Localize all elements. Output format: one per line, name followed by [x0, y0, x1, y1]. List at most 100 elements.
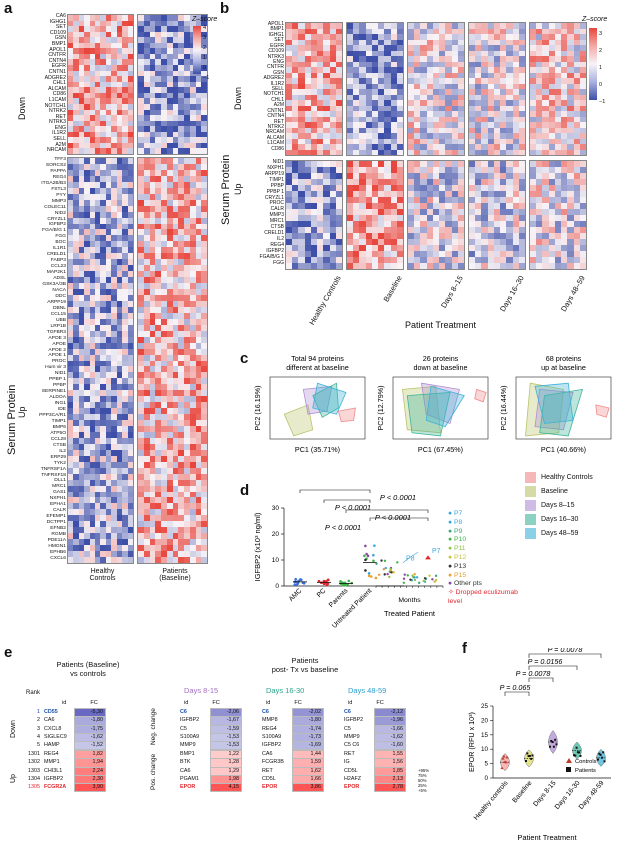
heatmap-cell	[506, 185, 513, 191]
heatmap-cell	[172, 294, 179, 301]
heatmap-cell	[116, 15, 123, 21]
heatmap-cell	[78, 521, 85, 528]
heatmap-cell	[195, 449, 202, 456]
heatmap-cell	[116, 217, 123, 224]
heatmap-cell	[579, 94, 586, 100]
heatmap-cell	[89, 408, 96, 415]
heatmap-cell	[530, 149, 537, 155]
heatmap-cell	[172, 527, 179, 534]
heatmap-cell	[298, 144, 305, 150]
heatmap-cell	[161, 539, 167, 546]
heatmap-cell	[122, 20, 128, 27]
heatmap-cell	[172, 205, 179, 212]
heatmap-cell	[329, 203, 336, 209]
heatmap-cell	[78, 211, 85, 218]
heatmap-cell	[323, 257, 330, 263]
heatmap-cell	[155, 115, 161, 121]
heatmap-cell	[512, 28, 519, 34]
gene-label: TFF3	[54, 157, 66, 162]
heatmap-cell	[298, 149, 305, 155]
heatmap-cell	[554, 209, 562, 215]
heatmap-cell	[166, 223, 173, 230]
heatmap-cell	[390, 34, 397, 40]
heatmap-b-group	[285, 22, 343, 156]
heatmap-cell	[89, 509, 96, 516]
heatmap-cell	[310, 28, 318, 34]
heatmap-cell	[178, 148, 184, 154]
heatmap-cell	[138, 193, 144, 200]
heatmap-cell	[347, 185, 354, 191]
heatmap-cell	[95, 31, 101, 38]
gene-label: NOTCH1	[44, 102, 66, 109]
heatmap-cell	[178, 37, 184, 43]
heatmap-cell	[573, 245, 580, 251]
heatmap-cell	[111, 497, 117, 504]
fc-table-row: S100A9 -1,73	[260, 732, 324, 743]
heatmap-cell	[420, 251, 427, 257]
heatmap-cell	[195, 98, 202, 104]
heatmap-cell	[143, 515, 150, 522]
heatmap-cell	[420, 116, 427, 122]
col-fc-label: FC	[90, 700, 98, 706]
heatmap-cell	[138, 247, 144, 254]
heatmap-cell	[506, 133, 513, 139]
heatmap-cell	[408, 122, 415, 128]
d-point	[364, 544, 367, 548]
heatmap-cell	[353, 28, 360, 34]
rank-cell: 1305	[28, 784, 40, 791]
heatmap-cell	[143, 318, 150, 325]
heatmap-cell	[149, 283, 156, 290]
heatmap-cell	[542, 100, 549, 106]
heatmap-cell	[567, 185, 574, 191]
heatmap-cell	[184, 48, 190, 54]
heatmap-cell	[178, 378, 184, 385]
heatmap-cell	[95, 70, 101, 77]
heatmap-cell	[172, 235, 179, 242]
heatmap-cell	[286, 28, 293, 34]
heatmap-cell	[111, 131, 117, 138]
heatmap-cell	[439, 100, 446, 106]
heatmap-cell	[536, 197, 543, 203]
heatmap-cell	[414, 50, 421, 56]
heatmap-cell	[201, 396, 207, 403]
heatmap-cell	[390, 133, 397, 139]
heatmap-cell	[161, 76, 167, 82]
heatmap-cell	[475, 116, 482, 122]
heatmap-cell	[567, 191, 574, 197]
heatmap-b-group	[468, 22, 526, 156]
heatmap-cell	[548, 89, 555, 95]
heatmap-cell	[127, 265, 133, 272]
heatmap-cell	[116, 372, 123, 379]
heatmap-cell	[414, 100, 421, 106]
heatmap-cell	[127, 420, 133, 426]
heatmap-cell	[73, 131, 79, 138]
heatmap-cell	[378, 149, 385, 155]
heatmap-cell	[111, 163, 117, 170]
heatmap-cell	[292, 100, 299, 106]
heatmap-cell	[317, 167, 324, 173]
heatmap-cell	[469, 227, 476, 233]
heatmap-cell	[161, 479, 167, 486]
heatmap-cell	[100, 15, 106, 21]
heatmap-cell	[548, 203, 555, 209]
d-time-point	[388, 575, 391, 579]
heatmap-cell	[457, 167, 464, 173]
heatmap-cell	[111, 354, 117, 361]
col-id-label: id	[266, 700, 271, 706]
heatmap-cell	[481, 72, 488, 78]
heatmap-cell	[100, 420, 106, 426]
heatmap-cell	[122, 137, 128, 143]
heatmap-cell	[487, 257, 494, 263]
heatmap-cell	[335, 23, 342, 29]
heatmap-cell	[201, 253, 207, 260]
heatmap-cell	[396, 133, 403, 139]
heatmap-cell	[286, 233, 293, 239]
heatmap-cell	[548, 215, 555, 221]
heatmap-cell	[573, 257, 580, 263]
heatmap-cell	[530, 56, 537, 62]
heatmap-cell	[390, 39, 397, 45]
heatmap-cell	[138, 92, 144, 99]
heatmap-cell	[143, 443, 150, 450]
heatmap-cell	[469, 34, 476, 40]
heatmap-cell	[184, 372, 190, 379]
